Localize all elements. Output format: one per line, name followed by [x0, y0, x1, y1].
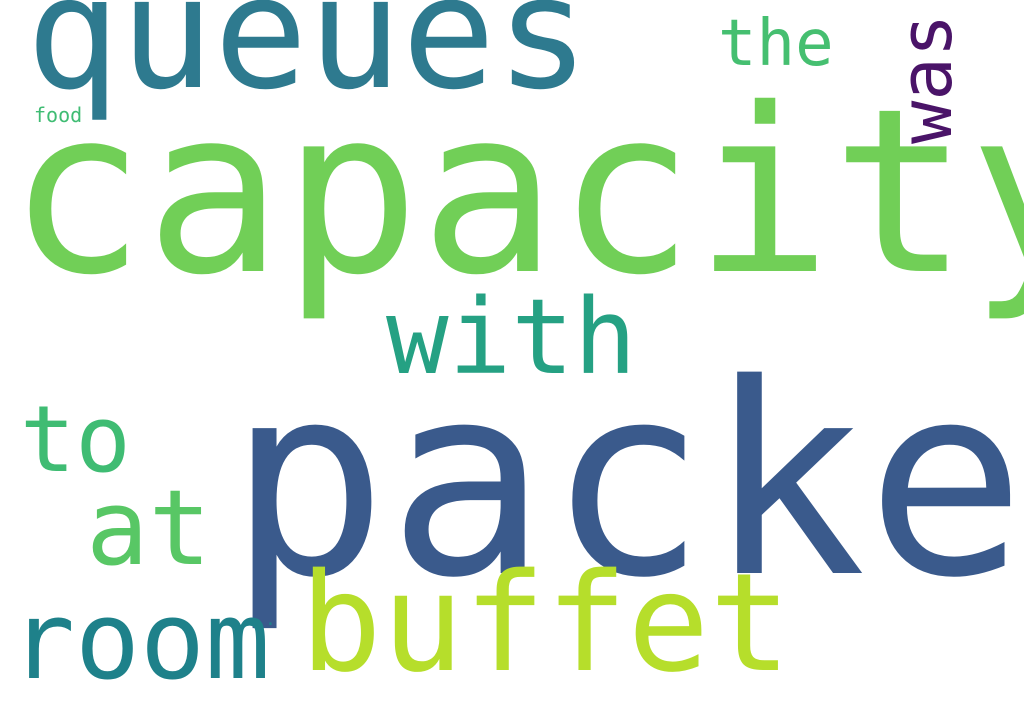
- word-period: .: [265, 609, 276, 630]
- word-with: with: [386, 276, 637, 398]
- word-room: room: [10, 579, 271, 704]
- word-to: to: [20, 386, 131, 493]
- word-buffet: buffet: [300, 545, 792, 703]
- word-the: the: [718, 7, 834, 81]
- word-food: food: [34, 103, 83, 127]
- word-at: at: [86, 467, 212, 589]
- word-capacity: capacity: [8, 59, 1024, 325]
- word-queues: queues: [26, 0, 590, 124]
- word-packed: packed: [228, 328, 1024, 636]
- word-was: was: [884, 13, 968, 144]
